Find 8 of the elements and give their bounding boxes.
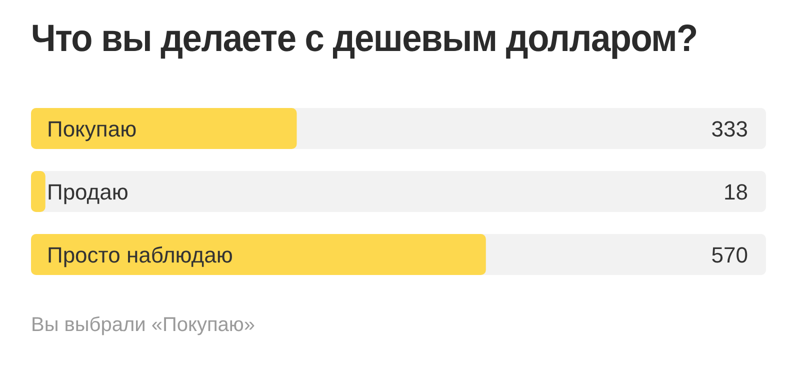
data-label: 18 (724, 180, 748, 204)
y-tick-label: Просто наблюдаю (47, 242, 233, 268)
data-label: 570 (711, 242, 748, 268)
y-tick-label: Покупаю (47, 116, 137, 142)
text: Вы выбрали «Покупаю» (31, 314, 256, 337)
y-tick-label: Продаю (47, 180, 128, 204)
chart-title: Что вы делаете с дешевым долларом? (31, 18, 698, 61)
data-label: 333 (711, 116, 748, 142)
